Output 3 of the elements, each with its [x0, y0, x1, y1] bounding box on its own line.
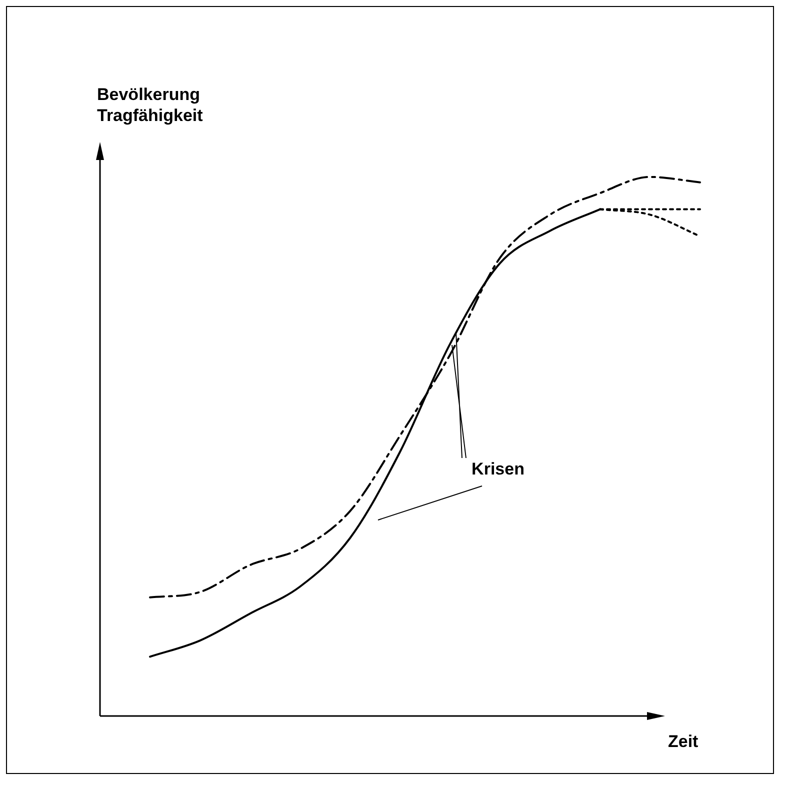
- y-axis-title: Bevölkerung Tragfähigkeit: [97, 84, 203, 126]
- annotation: Krisen: [472, 460, 524, 479]
- x-axis-title: Zeit: [668, 732, 698, 752]
